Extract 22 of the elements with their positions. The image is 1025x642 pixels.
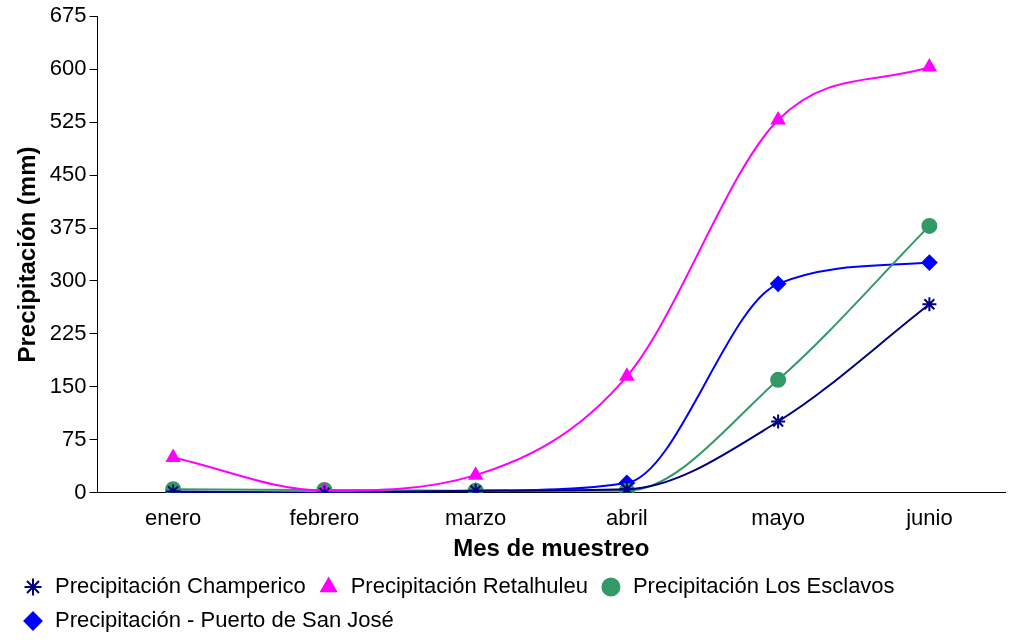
x-tick-label: marzo bbox=[445, 505, 507, 531]
legend-label: Precipitación - Puerto de San José bbox=[55, 607, 394, 633]
y-tick-label: 0 bbox=[74, 478, 87, 504]
legend-label: Precipitación Champerico bbox=[55, 573, 306, 599]
x-axis-title: Mes de muestreo bbox=[453, 534, 650, 562]
x-tick-label: mayo bbox=[751, 505, 806, 531]
y-tick-label: 150 bbox=[49, 372, 87, 398]
x-tick-label: enero bbox=[144, 505, 202, 531]
legend-label: Precipitación Los Esclavos bbox=[632, 573, 895, 599]
legend-label: Precipitación Retalhuleu bbox=[350, 573, 588, 599]
y-tick-label: 675 bbox=[49, 2, 87, 28]
y-tick-label: 600 bbox=[49, 55, 87, 81]
y-tick-label: 300 bbox=[49, 267, 87, 293]
y-axis-title: Precipitación (mm) bbox=[13, 146, 41, 363]
x-tick-label: abril bbox=[606, 505, 648, 531]
y-tick-label: 75 bbox=[62, 425, 87, 451]
y-tick-label: 450 bbox=[49, 161, 87, 187]
y-tick-label: 525 bbox=[49, 108, 87, 134]
x-tick-label: febrero bbox=[289, 505, 360, 531]
y-tick-label: 225 bbox=[49, 320, 87, 345]
y-tick-label: 375 bbox=[49, 214, 87, 240]
x-tick-label: junio bbox=[905, 505, 953, 531]
